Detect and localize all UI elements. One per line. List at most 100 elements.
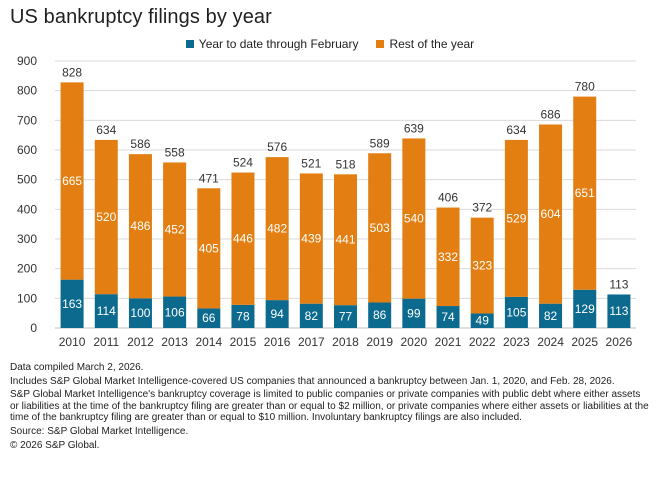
data-label-rest: 486: [130, 219, 150, 233]
y-tick-label: 800: [17, 84, 37, 98]
bar-rest: [470, 217, 494, 314]
x-tick-label: 2014: [195, 335, 222, 349]
data-label-rest: 323: [472, 259, 492, 273]
bar-rest: [163, 162, 187, 297]
x-tick-label: 2020: [401, 335, 428, 349]
data-label-total: 586: [130, 137, 150, 151]
data-label-ytd: 78: [236, 309, 250, 323]
note-copyright: © 2026 S&P Global.: [10, 439, 100, 451]
bar-ytd: [504, 296, 528, 328]
bar-ytd: [334, 305, 357, 328]
data-label-rest: 604: [541, 207, 561, 221]
data-label-rest: 665: [62, 174, 82, 188]
legend-item-rest: Rest of the year: [376, 37, 474, 51]
bar-rest: [368, 153, 392, 303]
x-tick-label: 2010: [59, 335, 86, 349]
data-label-ytd: 74: [441, 310, 455, 324]
data-label-total: 471: [199, 171, 219, 185]
x-tick-label: 2012: [127, 335, 154, 349]
data-label-rest: 405: [199, 241, 219, 255]
bar-ytd: [607, 294, 631, 328]
data-label-total: 372: [472, 201, 492, 215]
bar-ytd: [470, 313, 494, 328]
bar-rest: [197, 188, 221, 309]
data-label-total: 686: [541, 107, 561, 121]
data-label-rest: 452: [165, 223, 185, 237]
data-label-ytd: 94: [270, 307, 284, 321]
bar-rest: [504, 139, 528, 297]
bar-rest: [436, 207, 460, 307]
legend-swatch-ytd: [185, 40, 194, 48]
data-label-rest: 332: [438, 250, 458, 264]
x-tick-label: 2016: [264, 335, 291, 349]
x-tick-label: 2015: [230, 335, 257, 349]
note-source: Source: S&P Global Market Intelligence.: [10, 425, 189, 437]
data-label-rest: 446: [233, 232, 253, 246]
data-label-total: 521: [301, 156, 321, 170]
bar-ytd: [265, 300, 289, 328]
data-label-total: 780: [575, 80, 595, 94]
data-label-total: 639: [404, 121, 424, 135]
bar-rest: [334, 174, 357, 306]
bar-ytd: [163, 296, 187, 328]
bar-rest: [60, 82, 84, 280]
data-label-total: 634: [506, 123, 526, 137]
bar-ytd: [94, 294, 118, 328]
data-label-ytd: 114: [97, 304, 116, 318]
note-compiled: Data compiled March 2, 2026.: [10, 362, 144, 373]
data-label-ytd: 113: [609, 304, 628, 318]
bar-ytd: [299, 303, 323, 328]
data-label-total: 634: [96, 123, 116, 137]
data-label-rest: 529: [506, 211, 526, 225]
bar-rest: [299, 173, 323, 304]
data-label-ytd: 82: [544, 309, 558, 323]
data-label-rest: 540: [404, 212, 424, 226]
bar-chart: 0 100 200 300 400 500 600 700 800 900 665 163 828 201…: [17, 54, 636, 349]
data-label-total: 576: [267, 140, 287, 154]
data-label-total: 518: [335, 157, 355, 171]
data-label-ytd: 100: [130, 306, 150, 320]
data-label-total: 558: [165, 145, 185, 159]
data-label-total: 828: [62, 65, 82, 79]
data-label-rest: 482: [267, 222, 287, 236]
x-tick-label: 2023: [503, 335, 530, 349]
data-label-rest: 441: [335, 233, 355, 247]
data-label-total: 406: [438, 191, 458, 205]
data-label-rest: 651: [575, 186, 595, 200]
data-label-total: 524: [233, 156, 253, 170]
bar-ytd: [402, 298, 426, 328]
y-tick-label: 900: [17, 54, 37, 68]
x-tick-label: 2018: [332, 335, 359, 349]
x-tick-label: 2022: [469, 335, 496, 349]
legend-label-ytd: Year to date through February: [198, 37, 359, 51]
footnotes: Data compiled March 2, 2026. Includes S&…: [10, 362, 650, 453]
bar-rest: [539, 124, 563, 304]
bar-ytd: [368, 302, 392, 328]
bar-ytd: [436, 306, 460, 328]
note-coverage-scope: S&P Global Market Intelligence's bankrup…: [10, 389, 649, 424]
note-coverage-period: Includes S&P Global Market Intelligence-…: [10, 375, 615, 387]
bar-rest: [402, 138, 426, 299]
bar-rest: [128, 154, 152, 299]
x-tick-label: 2026: [606, 335, 633, 349]
y-tick-label: 500: [17, 173, 37, 187]
bar-ytd: [231, 304, 255, 328]
data-label-rest: 503: [370, 221, 390, 235]
chart-title: US bankruptcy filings by year: [10, 6, 272, 28]
data-label-ytd: 77: [339, 310, 353, 324]
x-tick-label: 2024: [537, 335, 564, 349]
data-label-ytd: 82: [305, 309, 319, 323]
legend-label-rest: Rest of the year: [389, 37, 475, 51]
bar-rest: [573, 96, 597, 290]
y-tick-label: 0: [30, 321, 37, 335]
legend-swatch-rest: [376, 40, 385, 48]
y-tick-label: 200: [17, 262, 37, 276]
x-tick-label: 2011: [93, 335, 119, 349]
x-tick-label: 2019: [366, 335, 393, 349]
bar-ytd: [573, 289, 597, 328]
y-tick-label: 600: [17, 143, 37, 157]
data-label-ytd: 106: [165, 305, 185, 319]
bar-ytd: [539, 303, 563, 328]
data-label-ytd: 66: [202, 311, 216, 325]
bar-ytd: [128, 298, 152, 328]
